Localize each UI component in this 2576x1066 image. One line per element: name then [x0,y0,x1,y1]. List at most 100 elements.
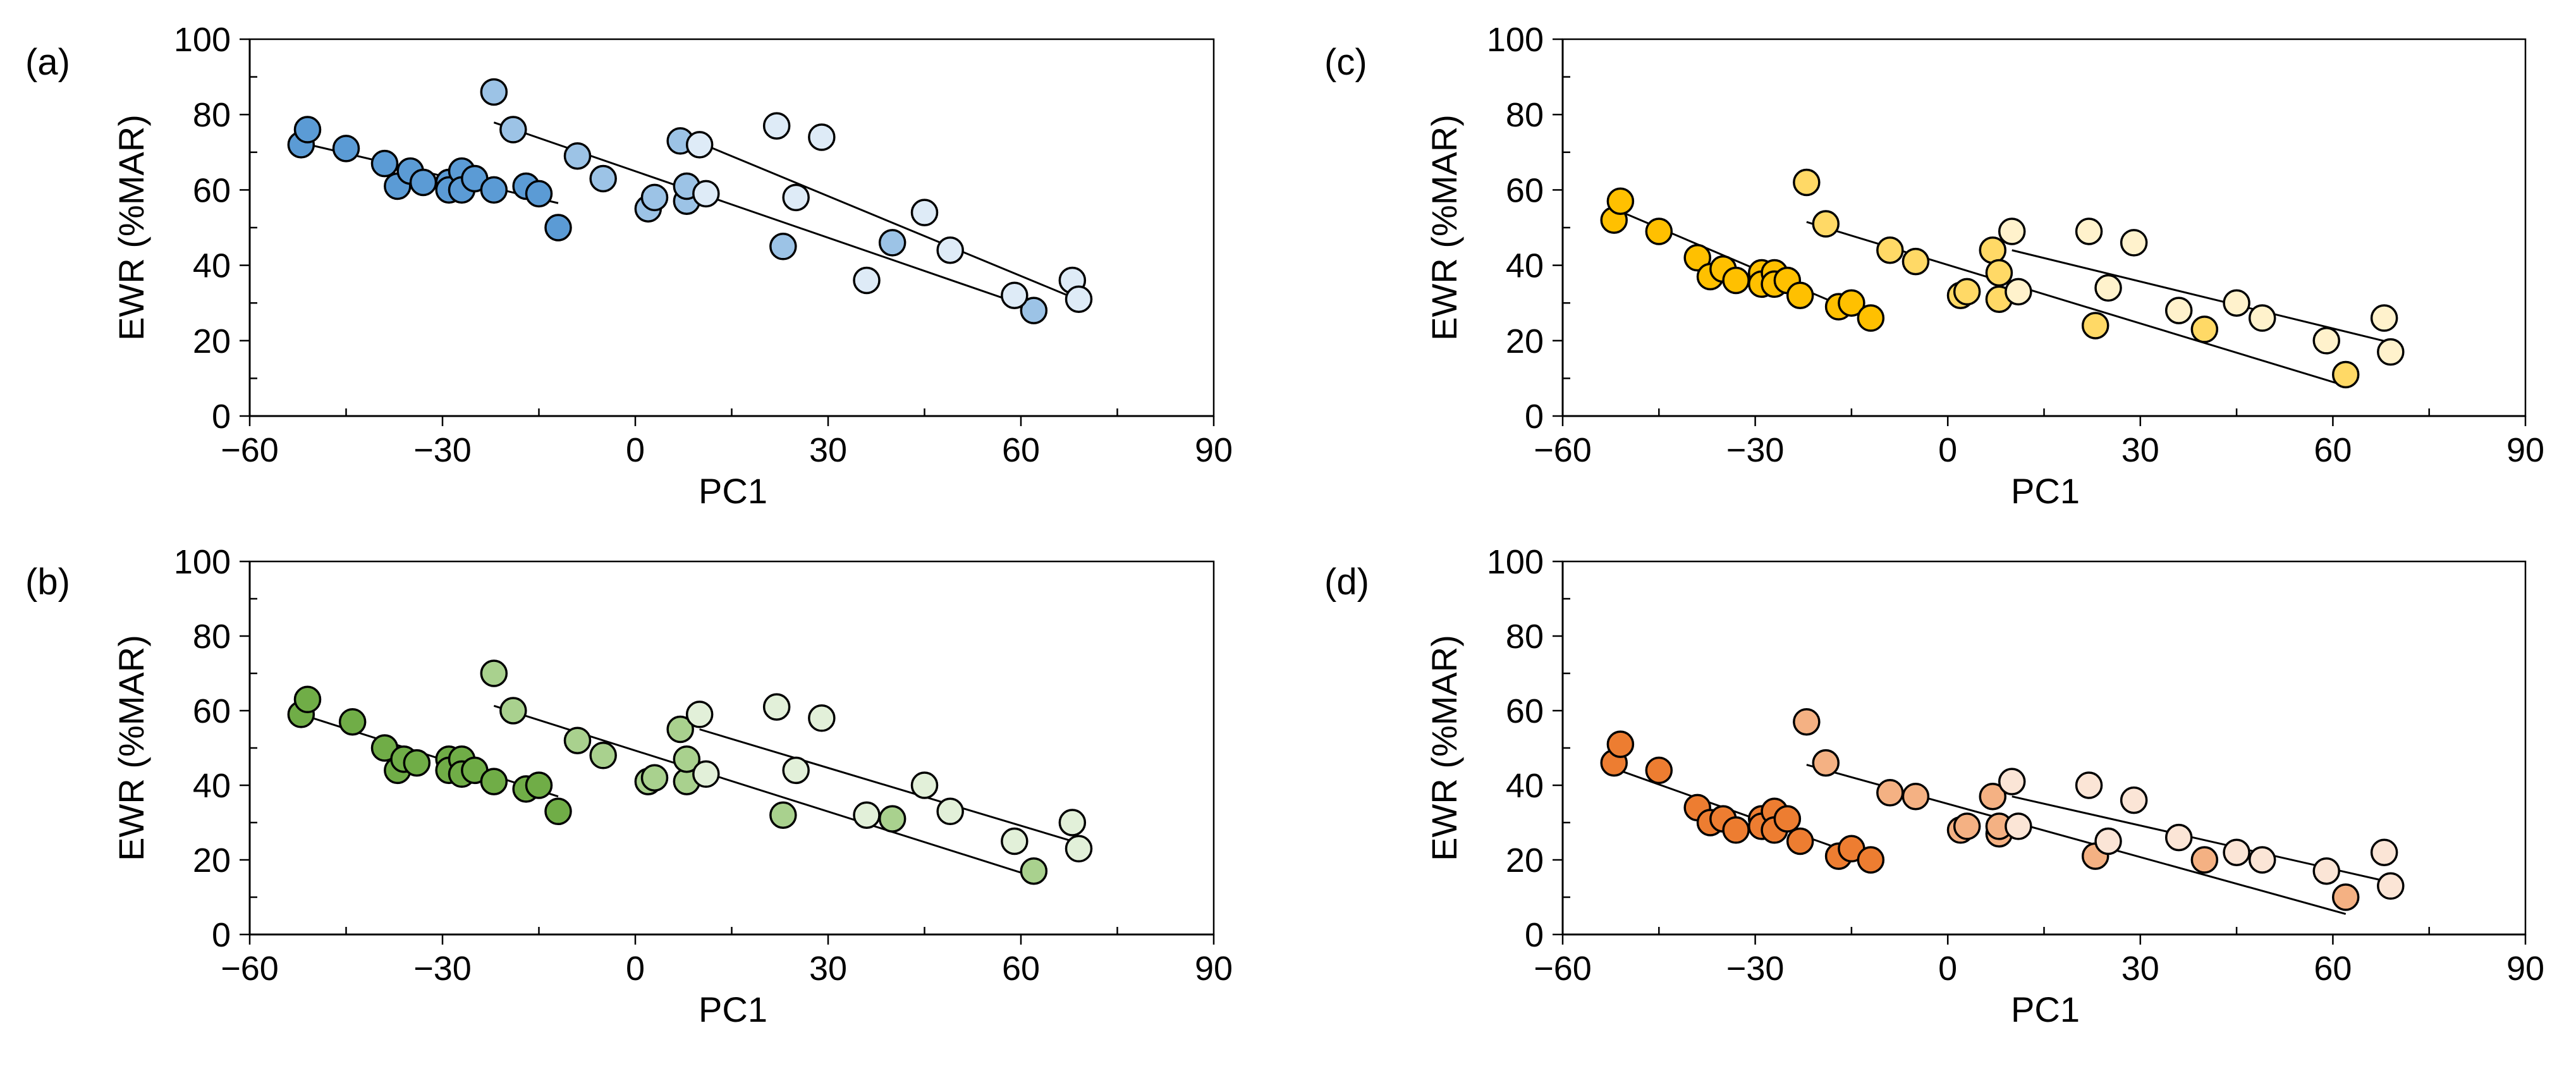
y-axis-title: EWR (%MAR) [1424,635,1464,861]
data-point-group-3 [1065,285,1093,313]
y-tick-label: 80 [193,96,231,134]
data-point-group-3 [782,756,810,785]
data-point-group-3 [1998,217,2026,245]
data-point-group-2 [1985,259,2013,287]
data-point-group-3 [2120,786,2148,814]
data-point-group-3 [2370,304,2398,332]
data-point-group-2 [1953,278,1981,306]
data-point-group-2 [589,164,617,193]
data-point-group-3 [808,123,836,151]
x-tick-label: −30 [1726,950,1785,988]
x-tick-label: 30 [2121,950,2159,988]
y-tick-label: 100 [174,543,231,581]
data-point-group-3 [2248,304,2276,332]
data-point-group-1 [403,749,431,777]
data-point-group-2 [1953,812,1981,840]
x-tick-label: 0 [626,431,645,469]
panel-label: (a) [25,42,70,83]
data-point-group-2 [1901,782,1930,811]
data-point-group-3 [2094,274,2122,302]
data-point-group-2 [563,726,592,754]
x-tick-label: 90 [2506,431,2544,469]
x-tick-label: 0 [626,950,645,988]
y-tick-label: 80 [1506,618,1544,656]
x-tick-label: 90 [1195,950,1233,988]
data-point-group-3 [692,760,720,788]
data-point-group-3 [762,112,791,140]
panel-b: 0 20 40 60 80 100 −60 −30 0 30 60 90 PC1 EWR (%MAR) (b… [25,543,1233,1029]
data-point-group-3 [762,693,791,721]
data-point-group-1 [525,180,553,208]
data-point-group-1 [1773,805,1802,833]
data-point-group-2 [1876,236,1904,264]
data-point-group-2 [1020,857,1048,885]
x-tick-label: 30 [809,950,847,988]
data-point-group-3 [2312,327,2340,355]
data-point-group-1 [1645,217,1673,245]
data-point-group-3 [2075,771,2103,799]
data-point-group-2 [2081,312,2109,340]
y-tick-label: 20 [1506,322,1544,360]
x-tick-label: 60 [1002,431,1040,469]
panel-c: 0 20 40 60 80 100 −60 −30 0 30 60 90 PC1 EWR (%MAR) (c… [1324,21,2544,511]
x-axis-title: PC1 [699,471,767,511]
data-point-group-1 [1857,846,1885,874]
x-tick-label: −60 [221,950,279,988]
y-axis-title: EWR (%MAR) [1424,114,1464,341]
data-point-group-2 [666,715,694,744]
data-point-group-1 [293,116,322,144]
data-point-group-2 [563,142,592,170]
x-tick-label: −60 [1534,431,1592,469]
trend-line-group-3 [699,142,1080,301]
data-point-group-3 [2164,823,2193,852]
data-point-group-1 [544,797,572,826]
data-point-group-1 [409,168,437,197]
data-point-group-2 [499,116,527,144]
x-tick-label: 60 [1002,950,1040,988]
data-point-group-2 [589,742,617,769]
x-tick-label: 60 [2314,431,2352,469]
y-tick-label: 40 [193,247,231,285]
data-point-group-1 [293,685,322,714]
x-tick-label: 0 [1938,431,1957,469]
data-point-group-1 [1786,827,1814,855]
x-tick-label: −30 [413,431,472,469]
data-point-group-3 [936,236,964,264]
panel-label: (d) [1324,561,1369,603]
y-tick-label: 20 [1506,842,1544,879]
x-tick-label: 90 [1195,431,1233,469]
data-point-group-2 [878,805,906,833]
y-tick-label: 0 [1525,398,1544,436]
y-tick-label: 100 [1487,543,1544,581]
data-point-group-2 [1793,168,1821,197]
data-point-group-1 [1838,289,1865,317]
data-point-group-2 [1979,236,2007,264]
data-point-group-3 [782,183,810,212]
y-tick-label: 60 [193,692,231,730]
data-point-group-1 [1786,281,1814,310]
x-tick-label: 30 [2121,431,2159,469]
data-point-group-3 [685,701,714,728]
data-point-group-3 [1065,835,1093,863]
y-tick-label: 20 [193,842,231,879]
data-point-group-1 [1645,756,1673,785]
data-point-group-3 [2005,812,2032,840]
y-tick-label: 60 [1506,692,1544,730]
data-point-group-1 [338,708,367,736]
y-axis-title: EWR (%MAR) [111,635,151,861]
data-point-group-1 [525,771,553,799]
panel-d: 0 20 40 60 80 100 −60 −30 0 30 60 90 PC1 EWR (%MAR) (d… [1324,543,2544,1029]
data-point-group-1 [544,214,572,242]
data-point-group-3 [685,131,714,159]
y-tick-label: 0 [212,398,231,436]
y-tick-label: 40 [1506,767,1544,805]
data-point-group-3 [2370,838,2398,866]
data-point-group-3 [2223,838,2250,866]
x-axis-title: PC1 [699,989,767,1029]
y-tick-label: 100 [1487,21,1544,59]
data-point-group-2 [769,233,797,260]
data-point-group-3 [2005,278,2032,306]
data-point-group-2 [1876,779,1904,807]
data-point-group-3 [2312,857,2340,885]
